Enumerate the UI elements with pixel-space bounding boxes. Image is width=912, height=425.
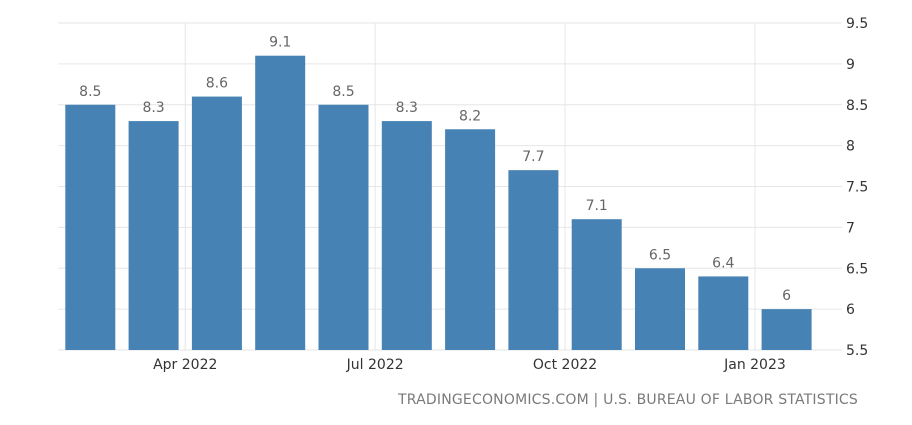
bar [318, 104, 369, 350]
y-tick-label: 5.5 [846, 343, 868, 359]
value-label: 7.7 [522, 149, 544, 165]
bar [508, 170, 559, 350]
y-axis-ticks: 9.5 9 8.5 8 7.5 7 6.5 6 5.5 [846, 16, 868, 359]
value-labels: 8.5 8.3 8.6 9.1 8.5 8.3 8.2 7.7 7.1 6.5 6.4 6 [79, 35, 791, 304]
value-label: 8.5 [332, 84, 354, 100]
bar [698, 276, 749, 350]
bars [65, 55, 812, 350]
bar [191, 96, 242, 350]
bar [761, 309, 812, 350]
x-tick-label: Apr 2022 [153, 357, 217, 373]
bar [445, 129, 496, 350]
y-tick-label: 6 [846, 302, 855, 318]
source-credit[interactable]: TRADINGECONOMICS.COM | U.S. BUREAU OF LA… [398, 392, 858, 408]
bar [255, 55, 306, 350]
x-tick-label: Jul 2022 [346, 357, 404, 373]
value-label: 9.1 [269, 35, 291, 51]
bar [65, 104, 116, 350]
value-label: 7.1 [586, 198, 608, 214]
x-axis-ticks: Apr 2022 Jul 2022 Oct 2022 Jan 2023 [153, 357, 786, 373]
value-label: 8.3 [396, 100, 418, 116]
y-tick-label: 8.5 [846, 98, 868, 114]
x-tick-label: Oct 2022 [533, 357, 597, 373]
y-tick-label: 7 [846, 220, 855, 236]
value-label: 8.5 [79, 84, 101, 100]
bar [128, 121, 179, 350]
bar [635, 268, 685, 350]
y-tick-label: 9.5 [846, 16, 868, 32]
value-label: 8.2 [459, 108, 481, 124]
y-tick-label: 8 [846, 139, 855, 155]
value-label: 6.5 [649, 247, 671, 263]
y-tick-label: 6.5 [846, 261, 868, 277]
x-tick-label: Jan 2023 [723, 357, 786, 373]
bar [381, 121, 432, 350]
bar [571, 219, 622, 350]
y-tick-label: 9 [846, 57, 855, 73]
value-label: 8.3 [142, 100, 164, 116]
value-label: 6.4 [712, 255, 734, 271]
value-label: 6 [782, 288, 791, 304]
y-tick-label: 7.5 [846, 180, 868, 196]
value-label: 8.6 [206, 76, 228, 92]
